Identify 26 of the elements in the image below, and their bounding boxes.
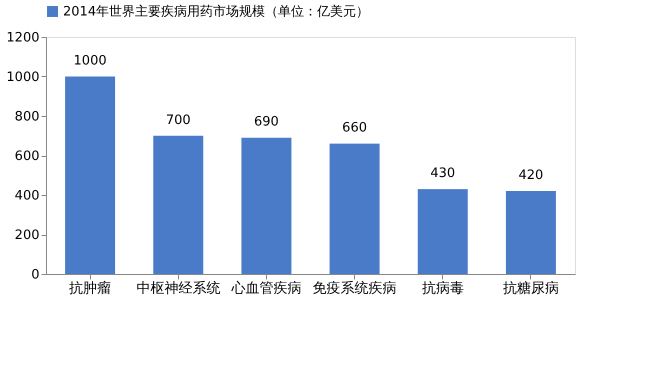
bar: [241, 138, 292, 274]
data-label: 690: [254, 114, 279, 130]
x-tick-label: 中枢神经系统: [136, 280, 220, 296]
y-tick-label: 200: [14, 228, 40, 243]
y-tick-label: 1200: [6, 30, 40, 46]
y-tick-label: 0: [31, 268, 40, 282]
data-label: 660: [342, 120, 367, 136]
x-tick-label: 抗糖尿病: [502, 280, 559, 296]
y-tick-label: 600: [14, 149, 40, 164]
bar: [330, 144, 380, 274]
x-tick-label: 心血管疾病: [230, 280, 302, 296]
legend-label: 2014年世界主要疾病用药市场规模（单位：亿美元）: [63, 4, 370, 20]
data-label: 1000: [74, 54, 107, 68]
x-tick-label: 抗肿瘤: [69, 280, 112, 296]
y-tick-label: 1000: [6, 70, 40, 85]
bar: [506, 191, 556, 274]
bar: [418, 189, 468, 274]
y-tick-label: 400: [14, 188, 40, 204]
y-tick-label: 800: [14, 110, 40, 124]
bar: [153, 136, 204, 274]
x-tick-label: 抗病毒: [422, 280, 464, 296]
bar: [65, 76, 116, 274]
data-label: 420: [518, 168, 544, 184]
data-label: 430: [430, 166, 456, 182]
x-tick-label: 免疫系统疾病: [312, 280, 397, 296]
data-label: 700: [166, 112, 191, 128]
